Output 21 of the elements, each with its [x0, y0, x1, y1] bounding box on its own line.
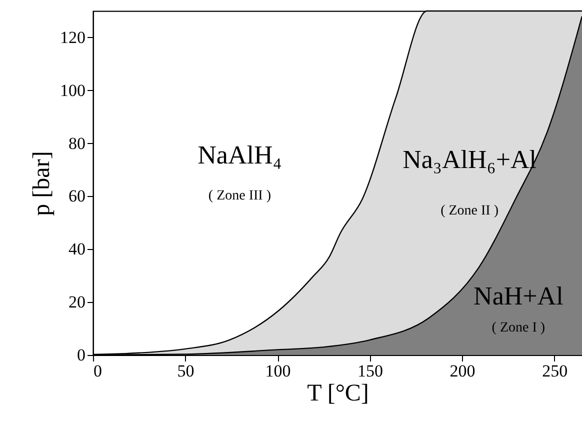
annotation: ( Zone III ): [208, 188, 272, 204]
y-tick-label: 80: [68, 134, 86, 153]
y-tick-label: 20: [68, 292, 86, 312]
x-tick-label: 0: [94, 362, 102, 380]
x-tick-label: 250: [542, 362, 568, 380]
x-tick-label: 200: [450, 362, 476, 380]
y-tick-label: 60: [68, 186, 86, 206]
annotation: NaH+Al: [474, 282, 564, 311]
annotation: Na₃AlH₆+Al: [402, 144, 536, 174]
x-tick-label: 100: [265, 362, 291, 380]
x-tick-label: 150: [358, 362, 384, 380]
y-tick-label: 40: [68, 240, 86, 259]
x-axis-title: T [°C]: [307, 380, 369, 406]
y-tick-label: 0: [77, 346, 86, 364]
y-tick-label: 120: [60, 28, 86, 47]
y-tick-label: 100: [60, 80, 86, 100]
annotation: ( Zone I ): [492, 320, 546, 336]
annotation: ( Zone II ): [440, 204, 499, 219]
y-axis-title: p [bar]: [29, 151, 55, 216]
annotation: NaAlH₄: [198, 140, 282, 170]
x-tick-label: 50: [177, 362, 194, 380]
